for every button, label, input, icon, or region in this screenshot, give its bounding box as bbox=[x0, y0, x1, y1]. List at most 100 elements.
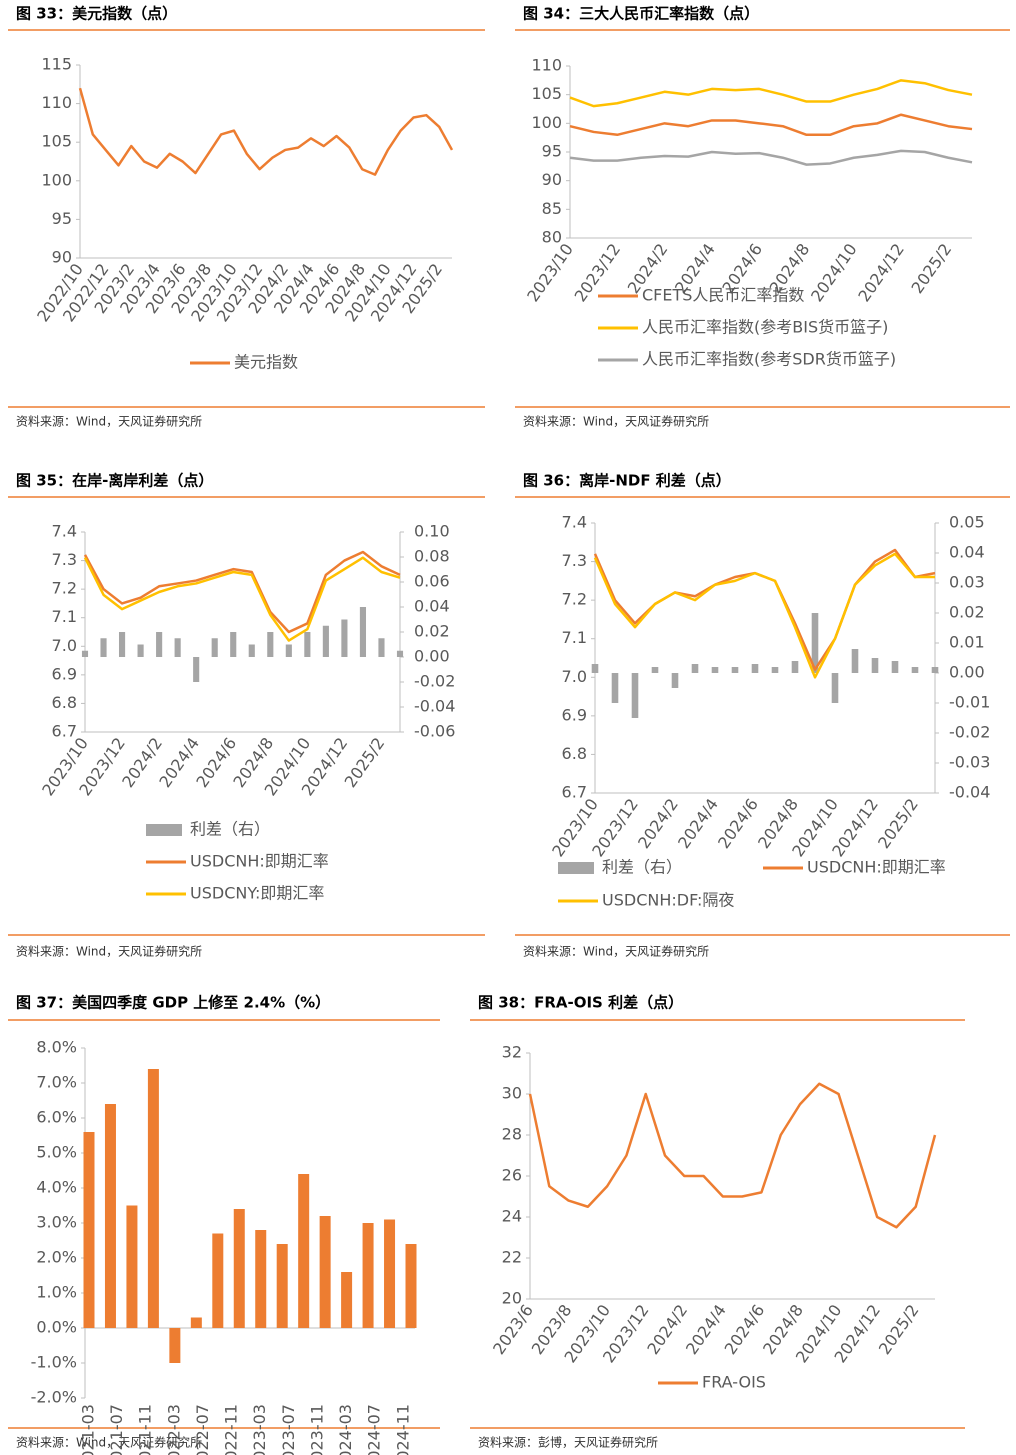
y-tick-label: 6.8 bbox=[52, 693, 77, 712]
x-tick-label: 2022-03 bbox=[164, 1404, 183, 1455]
y2-tick-label: 0.04 bbox=[414, 597, 450, 616]
x-tick-label: 2023/10 bbox=[523, 240, 577, 305]
y2-tick-label: -0.01 bbox=[949, 693, 990, 712]
chart-title: 图 37：美国四季度 GDP 上修至 2.4%（%） bbox=[16, 994, 330, 1012]
chart-title: 图 35：在岸-离岸利差（点） bbox=[16, 472, 213, 490]
x-tick-label: 2021-11 bbox=[136, 1404, 155, 1455]
bar bbox=[233, 1209, 245, 1328]
bar bbox=[341, 1272, 353, 1328]
legend-label: USDCNH:即期汇率 bbox=[190, 852, 329, 871]
line bbox=[569, 149, 973, 166]
y-tick-label: 7.3 bbox=[562, 551, 587, 570]
y-tick-label: 6.8 bbox=[562, 744, 587, 763]
y-tick-label: 110 bbox=[41, 93, 72, 112]
y-tick-label: 3.0% bbox=[36, 1213, 77, 1232]
y-tick-label: 7.1 bbox=[562, 628, 587, 647]
y-tick-label: 80 bbox=[542, 228, 562, 247]
y-tick-label: 110 bbox=[531, 56, 562, 75]
bar bbox=[276, 1244, 288, 1328]
legend-label: 利差（右） bbox=[602, 858, 682, 877]
bar bbox=[811, 613, 819, 673]
source: 资料来源：Wind，天风证券研究所 bbox=[16, 944, 202, 959]
bar bbox=[384, 1219, 396, 1328]
x-tick-label: 2024/4 bbox=[674, 795, 722, 852]
bar bbox=[248, 644, 255, 657]
y-tick-label: 90 bbox=[52, 248, 72, 267]
y-tick-label: 30 bbox=[502, 1084, 522, 1103]
line bbox=[83, 550, 401, 634]
x-tick-label: 2022-11 bbox=[222, 1404, 241, 1455]
y-tick-label: 20 bbox=[502, 1289, 522, 1308]
x-tick-label: 2023-07 bbox=[279, 1404, 298, 1455]
bar bbox=[378, 638, 385, 657]
y-tick-label: 95 bbox=[542, 142, 562, 161]
bar bbox=[267, 632, 274, 657]
y2-tick-label: 0.03 bbox=[949, 573, 985, 592]
bar bbox=[771, 667, 779, 673]
y2-tick-label: 0.00 bbox=[949, 663, 985, 682]
bar bbox=[731, 667, 739, 673]
y-tick-label: 6.0% bbox=[36, 1108, 77, 1127]
y2-tick-label: 0.00 bbox=[414, 647, 450, 666]
y-tick-label: 7.0% bbox=[36, 1073, 77, 1092]
y2-tick-label: -0.03 bbox=[949, 753, 990, 772]
source: 资料来源：彭博，天风证券研究所 bbox=[478, 1435, 658, 1450]
x-tick-label: 2021-03 bbox=[79, 1404, 98, 1455]
y-tick-label: 7.2 bbox=[52, 579, 77, 598]
line bbox=[593, 548, 936, 671]
x-tick-label: 2022-07 bbox=[193, 1404, 212, 1455]
bar bbox=[405, 1244, 417, 1328]
y2-tick-label: -0.04 bbox=[949, 783, 990, 802]
y-tick-label: 6.9 bbox=[52, 664, 77, 683]
y-tick-label: 100 bbox=[41, 170, 72, 189]
legend-label: USDCNY:即期汇率 bbox=[190, 884, 324, 903]
y2-tick-label: -0.06 bbox=[414, 722, 455, 741]
bar bbox=[212, 1233, 224, 1328]
chart-title: 图 34：三大人民币汇率指数（点） bbox=[523, 5, 759, 23]
y2-tick-label: 0.02 bbox=[949, 603, 985, 622]
y-tick-label: 7.1 bbox=[52, 607, 77, 626]
bar bbox=[118, 632, 126, 657]
legend-label: 人民币汇率指数(参考BIS货币篮子) bbox=[642, 318, 888, 337]
y-tick-label: 28 bbox=[502, 1125, 522, 1144]
y-tick-label: 22 bbox=[502, 1248, 522, 1267]
bar bbox=[83, 1132, 95, 1328]
source: 资料来源：Wind，天风证券研究所 bbox=[16, 1435, 202, 1450]
x-tick-label: 2024/12 bbox=[854, 240, 908, 305]
bar bbox=[851, 649, 859, 673]
source: 资料来源：Wind，天风证券研究所 bbox=[16, 414, 202, 429]
y-tick-label: 1.0% bbox=[36, 1283, 77, 1302]
legend-swatch bbox=[558, 862, 594, 874]
x-tick-label: 2025/2 bbox=[875, 1301, 923, 1358]
y-tick-label: 26 bbox=[502, 1166, 522, 1185]
bar bbox=[911, 667, 919, 673]
bar bbox=[174, 638, 181, 657]
line bbox=[528, 1082, 937, 1229]
bar bbox=[319, 1216, 331, 1328]
bar bbox=[362, 1223, 374, 1328]
x-tick-label: 2024-03 bbox=[336, 1404, 355, 1455]
bar bbox=[100, 638, 107, 657]
y-tick-label: 7.0 bbox=[52, 636, 77, 655]
line bbox=[593, 552, 935, 679]
y-tick-label: 7.2 bbox=[562, 590, 587, 609]
y-tick-label: 6.9 bbox=[562, 705, 587, 724]
bar bbox=[359, 607, 367, 657]
source: 资料来源：Wind，天风证券研究所 bbox=[523, 944, 709, 959]
y-tick-label: 7.4 bbox=[52, 522, 77, 541]
chart-title: 图 36：离岸-NDF 利差（点） bbox=[523, 472, 731, 490]
y-tick-label: 5.0% bbox=[36, 1143, 77, 1162]
chart-title: 图 33：美元指数（点） bbox=[16, 5, 177, 23]
x-tick-label: 2023-11 bbox=[307, 1404, 326, 1455]
line bbox=[569, 79, 973, 108]
y2-tick-label: 0.04 bbox=[949, 543, 985, 562]
y-tick-label: 6.7 bbox=[52, 722, 77, 741]
y2-tick-label: 0.02 bbox=[414, 622, 450, 641]
x-tick-label: 2024/6 bbox=[714, 795, 762, 852]
y2-tick-label: 0.10 bbox=[414, 522, 450, 541]
bar bbox=[255, 1230, 267, 1328]
bar bbox=[156, 632, 163, 657]
y-tick-label: 95 bbox=[52, 209, 72, 228]
y-tick-label: 6.7 bbox=[562, 783, 587, 802]
